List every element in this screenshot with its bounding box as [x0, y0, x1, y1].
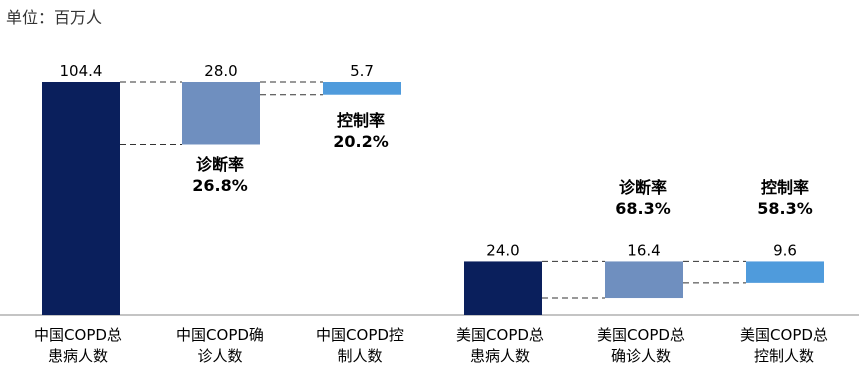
bar-0	[42, 82, 120, 315]
value-label-1: 28.0	[204, 62, 237, 80]
rate-name-0: 诊断率	[196, 155, 244, 174]
category-label-3-1: 患病人数	[470, 347, 530, 365]
value-label-2: 5.7	[350, 62, 374, 80]
category-label-2-1: 制人数	[337, 347, 382, 365]
category-label-0-1: 患病人数	[48, 347, 108, 365]
rate-value-1: 20.2%	[333, 132, 389, 151]
rate-name-1: 控制率	[337, 111, 385, 130]
category-label-5-1: 控制人数	[754, 347, 814, 365]
rate-value-2: 68.3%	[615, 199, 671, 218]
category-label-1-1: 诊人数	[197, 347, 242, 365]
category-label-1-0: 中国COPD确	[176, 326, 264, 344]
bar-3	[464, 261, 542, 315]
value-label-4: 16.4	[627, 241, 660, 259]
category-label-4-1: 确诊人数	[611, 347, 671, 365]
rate-value-0: 26.8%	[192, 176, 248, 195]
category-label-0-0: 中国COPD总	[34, 326, 122, 344]
bar-2	[323, 82, 401, 95]
value-label-0: 104.4	[60, 62, 103, 80]
rate-value-3: 58.3%	[757, 199, 813, 218]
rate-name-2: 诊断率	[619, 178, 667, 197]
category-label-4-0: 美国COPD总	[597, 326, 685, 344]
category-label-5-0: 美国COPD总	[740, 326, 828, 344]
value-label-3: 24.0	[486, 241, 519, 259]
bar-1	[182, 82, 260, 145]
unit-label: 单位：百万人	[6, 8, 103, 27]
category-label-2-0: 中国COPD控	[316, 326, 404, 344]
bar-5	[746, 261, 824, 283]
value-label-5: 9.6	[773, 241, 797, 259]
bar-4	[605, 261, 683, 299]
rate-name-3: 控制率	[761, 178, 809, 197]
category-label-3-0: 美国COPD总	[456, 326, 544, 344]
